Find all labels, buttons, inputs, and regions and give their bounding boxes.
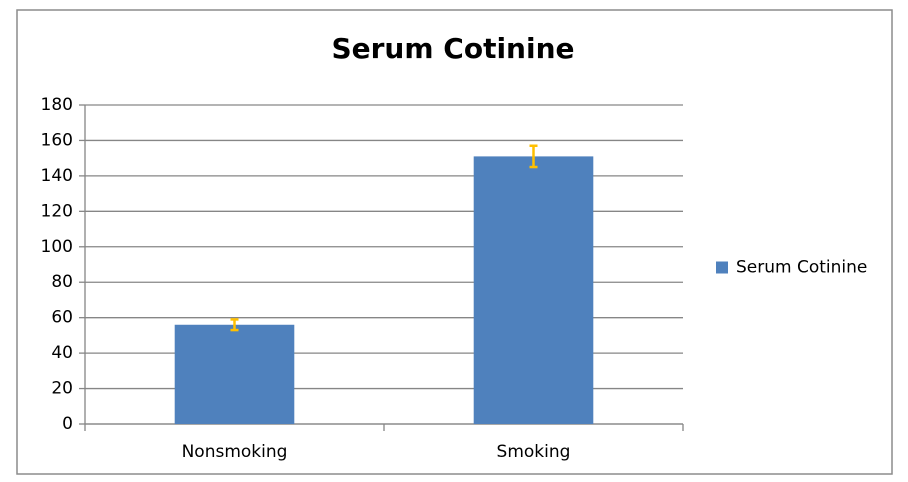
bar — [473, 156, 594, 424]
y-tick-label: 120 — [41, 201, 73, 221]
legend-swatch — [716, 261, 728, 274]
y-tick-label: 140 — [41, 166, 73, 186]
y-tick-label: 100 — [41, 237, 73, 257]
bar — [174, 324, 295, 424]
y-tick-label: 80 — [51, 272, 73, 292]
y-tick-label: 20 — [51, 379, 73, 399]
x-tick-label: Smoking — [497, 442, 571, 462]
chart-border — [16, 9, 893, 475]
chart-title: Serum Cotinine — [331, 32, 574, 65]
y-tick-label: 160 — [41, 130, 73, 150]
error-bar — [529, 144, 538, 169]
y-tick-label: 40 — [51, 343, 73, 363]
y-tick-label: 180 — [41, 95, 73, 115]
x-tick-label: Nonsmoking — [182, 442, 288, 462]
legend-label: Serum Cotinine — [736, 258, 867, 278]
y-tick-label: 0 — [62, 414, 73, 434]
error-bar — [230, 318, 239, 332]
y-tick-label: 60 — [51, 308, 73, 328]
